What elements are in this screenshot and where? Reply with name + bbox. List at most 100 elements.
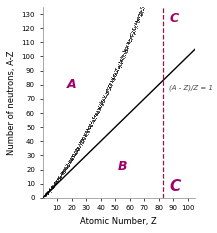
Point bbox=[90, 123, 94, 127]
Point bbox=[69, 157, 72, 160]
Point bbox=[103, 91, 106, 95]
Point bbox=[55, 178, 58, 182]
Point bbox=[107, 84, 110, 87]
Point bbox=[65, 165, 68, 169]
Point bbox=[80, 137, 84, 141]
Point bbox=[137, 11, 141, 15]
Point bbox=[86, 132, 89, 136]
Point bbox=[71, 157, 75, 161]
Point bbox=[44, 192, 47, 196]
Point bbox=[50, 188, 54, 191]
Point bbox=[56, 177, 59, 181]
Point bbox=[133, 20, 136, 23]
Point bbox=[62, 168, 65, 171]
Point bbox=[88, 126, 92, 130]
Point bbox=[104, 87, 108, 90]
Point bbox=[104, 89, 107, 93]
Point bbox=[135, 19, 138, 23]
Point bbox=[99, 101, 103, 105]
Point bbox=[70, 156, 74, 160]
Point bbox=[136, 18, 140, 22]
Point bbox=[123, 54, 126, 58]
Point bbox=[63, 169, 66, 173]
Point bbox=[66, 164, 69, 168]
Point bbox=[101, 95, 104, 99]
Point bbox=[62, 170, 65, 173]
Point bbox=[99, 101, 102, 105]
Point bbox=[142, 0, 146, 3]
Point bbox=[132, 22, 135, 25]
Point bbox=[125, 40, 129, 44]
Point bbox=[110, 77, 113, 81]
Point bbox=[102, 95, 105, 99]
Point bbox=[133, 26, 137, 30]
Point bbox=[99, 99, 103, 103]
Point bbox=[134, 25, 137, 29]
Point bbox=[95, 112, 99, 116]
Point bbox=[134, 19, 138, 23]
Point bbox=[60, 171, 64, 175]
Point bbox=[85, 129, 88, 132]
Point bbox=[52, 184, 56, 188]
Point bbox=[125, 45, 128, 49]
Point bbox=[95, 113, 98, 117]
Point bbox=[102, 97, 106, 100]
Point bbox=[104, 97, 107, 100]
Point bbox=[128, 37, 131, 41]
Point bbox=[79, 145, 82, 149]
Point bbox=[140, 13, 143, 17]
Point bbox=[117, 60, 121, 64]
Point bbox=[125, 45, 129, 48]
Point bbox=[48, 188, 51, 192]
Point bbox=[58, 174, 62, 178]
Point bbox=[76, 148, 80, 152]
Point bbox=[115, 69, 118, 73]
Point bbox=[109, 79, 112, 83]
Point bbox=[137, 12, 140, 16]
Point bbox=[48, 187, 51, 190]
Point bbox=[115, 72, 118, 75]
Point bbox=[86, 124, 90, 128]
Point bbox=[79, 137, 83, 140]
Point bbox=[54, 180, 58, 184]
Point bbox=[121, 57, 124, 61]
Point bbox=[53, 182, 57, 185]
Point bbox=[45, 189, 49, 193]
Point bbox=[129, 35, 132, 39]
Point bbox=[98, 106, 101, 110]
Point bbox=[131, 27, 134, 30]
Point bbox=[55, 180, 58, 183]
Point bbox=[122, 49, 125, 53]
Point bbox=[127, 38, 130, 42]
Point bbox=[67, 164, 70, 167]
Point bbox=[123, 55, 127, 59]
Point bbox=[113, 72, 117, 76]
Point bbox=[65, 167, 69, 170]
Point bbox=[87, 124, 90, 127]
Point bbox=[79, 139, 82, 142]
Y-axis label: Number of neutrons, A-Z: Number of neutrons, A-Z bbox=[7, 50, 16, 155]
Point bbox=[83, 134, 87, 138]
Point bbox=[100, 101, 104, 104]
Point bbox=[83, 134, 86, 137]
Point bbox=[53, 182, 56, 186]
Point bbox=[52, 185, 55, 188]
Point bbox=[43, 193, 46, 197]
Point bbox=[54, 178, 58, 182]
Point bbox=[44, 194, 47, 197]
Point bbox=[65, 163, 69, 167]
Point bbox=[68, 158, 71, 161]
Point bbox=[53, 179, 57, 183]
Point bbox=[62, 168, 66, 172]
Point bbox=[93, 119, 96, 123]
Point bbox=[76, 146, 80, 150]
Point bbox=[56, 175, 60, 179]
Point bbox=[46, 190, 50, 193]
Point bbox=[113, 71, 116, 74]
Point bbox=[108, 82, 111, 86]
Point bbox=[74, 151, 78, 155]
Point bbox=[65, 162, 69, 166]
Point bbox=[132, 25, 135, 29]
Point bbox=[119, 65, 122, 69]
Point bbox=[140, 13, 143, 17]
